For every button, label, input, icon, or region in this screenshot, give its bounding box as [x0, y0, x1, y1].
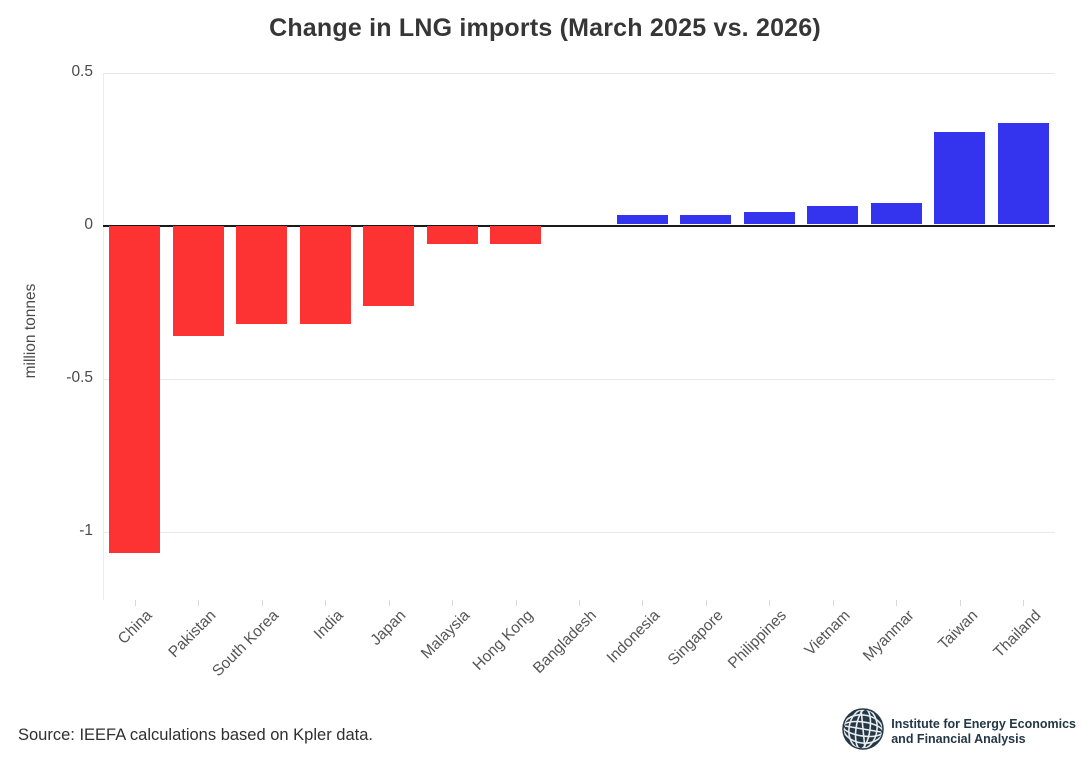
x-tick	[452, 600, 454, 606]
x-tick-label: Thailand	[990, 607, 1045, 662]
x-tick	[832, 600, 834, 606]
x-tick	[388, 600, 390, 606]
x-tick	[959, 600, 961, 606]
zero-baseline	[103, 224, 1055, 227]
x-tick	[1023, 600, 1025, 606]
x-tick-label: Bangladesh	[530, 607, 601, 677]
x-tick-label: China	[115, 607, 156, 648]
x-tick-label: India	[310, 607, 347, 643]
x-tick-label: Myanmar	[859, 607, 918, 665]
bar-japan	[363, 226, 415, 306]
bar-china	[109, 226, 161, 554]
ieefa-logo: Institute for Energy Economics and Finan…	[841, 706, 1076, 757]
x-tick-label: Hong Kong	[469, 607, 537, 674]
source-note: Source: IEEFA calculations based on Kple…	[18, 726, 373, 744]
ieefa-logo-line1: Institute for Energy Economics	[891, 716, 1076, 731]
x-tick-label: Philippines	[725, 607, 791, 673]
x-tick	[198, 600, 200, 606]
bar-philippines	[743, 211, 795, 224]
bar-malaysia	[426, 226, 478, 245]
ieefa-logo-line2: and Financial Analysis	[891, 731, 1026, 746]
ieefa-logo-text: Institute for Energy Economics and Finan…	[891, 717, 1076, 747]
bar-hong-kong	[490, 226, 542, 245]
bar-pakistan	[172, 226, 224, 337]
x-tick	[261, 600, 263, 606]
bar-indonesia	[616, 214, 668, 224]
x-tick-label: Indonesia	[603, 607, 664, 667]
y-tick-label: -1	[79, 521, 93, 539]
x-tick	[896, 600, 898, 606]
y-axis-line	[103, 74, 104, 600]
chart-title: Change in LNG imports (March 2025 vs. 20…	[269, 14, 821, 42]
globe-icon	[841, 706, 885, 757]
x-tick	[134, 600, 136, 606]
x-tick-label: Vietnam	[801, 607, 854, 660]
x-tick	[325, 600, 327, 606]
x-tick-label: Taiwan	[934, 607, 981, 654]
x-tick	[579, 600, 580, 606]
bar-taiwan	[934, 132, 986, 224]
y-axis-title: million tonnes	[22, 283, 39, 379]
y-tick-label: 0	[84, 215, 93, 233]
x-tick	[642, 600, 644, 606]
x-tick-label: Pakistan	[165, 607, 220, 662]
bar-vietnam	[807, 205, 859, 224]
y-tick-label: -0.5	[66, 368, 93, 386]
y-tick-label: 0.5	[71, 62, 93, 80]
x-tick	[705, 600, 707, 606]
x-tick-label: Japan	[367, 607, 410, 649]
bar-thailand	[997, 123, 1049, 224]
bar-india	[299, 226, 351, 324]
x-tick	[769, 600, 771, 606]
x-tick-label: Malaysia	[417, 607, 474, 663]
x-tick-label: South Korea	[209, 607, 283, 680]
bar-singapore	[680, 214, 732, 224]
x-tick-label: Singapore	[664, 607, 727, 669]
bar-south-korea	[236, 226, 288, 324]
x-tick	[515, 600, 517, 606]
gridline	[103, 378, 1055, 380]
gridline	[103, 531, 1055, 533]
bar-myanmar	[870, 202, 922, 224]
gridline	[103, 72, 1055, 74]
